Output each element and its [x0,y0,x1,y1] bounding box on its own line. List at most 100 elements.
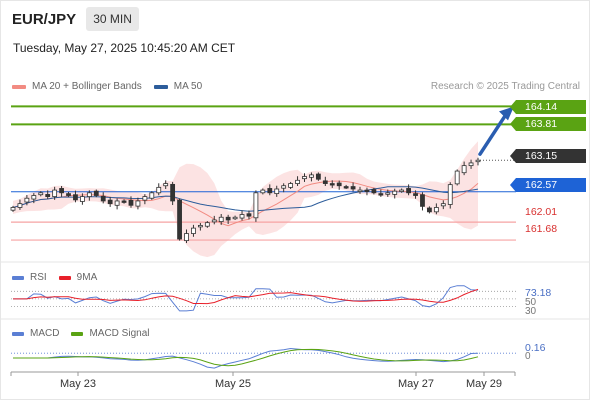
candle-up [357,189,363,192]
candle [114,198,120,210]
legend-macd[interactable]: MACD [12,328,59,339]
candle [447,182,453,209]
rsi-legend: RSI 9MA [12,272,109,283]
candle [177,198,182,241]
candle-down [100,195,106,202]
resistance-1-tag: 163.81 [510,117,586,131]
candle-up [274,188,280,195]
candle-up [253,192,259,219]
candle [246,210,252,220]
legend-ma20[interactable]: MA 20 + Bollinger Bands [12,81,142,92]
candle-up [10,207,16,211]
candle-up [142,196,148,201]
candle [170,181,176,206]
candle-down [322,180,328,184]
candle-down [93,190,99,196]
candle-down [73,194,78,201]
rsi-swatch [12,275,24,280]
candle-up [31,195,37,200]
macd-legend: MACD MACD Signal [12,328,161,339]
candle [468,159,474,169]
bollinger-band-area [13,141,478,258]
candle-up [440,203,446,207]
macd-line [13,347,479,369]
resistance-1-value: 163.81 [525,118,558,130]
pivot-value: 162.57 [525,179,558,191]
candle-up [163,183,169,187]
macd-label: MACD [30,328,60,339]
rsi-level-30: 30 [525,306,537,317]
candle [253,190,259,222]
candle [142,194,148,205]
candle-up [232,216,238,220]
chart-header: EUR/JPY 30 MIN [12,7,139,31]
candle [45,190,51,200]
legend-rsi[interactable]: RSI [12,272,47,283]
candle [274,185,280,197]
candle [357,186,363,194]
candle [86,190,92,201]
candle-up [17,203,23,208]
candle [343,184,349,189]
candle-down [315,173,321,180]
candle-up [114,200,120,206]
candle-up [454,170,460,185]
candle-down [246,213,252,217]
candle-up [191,227,196,234]
candle-up [392,190,398,195]
legend-macd-signal[interactable]: MACD Signal [71,328,149,339]
candle [427,206,432,214]
main-legend: MA 20 + Bollinger Bands MA 50 [12,81,214,92]
candle-up [24,197,30,203]
support-1-label: 162.01 [525,206,558,218]
legend-ma50[interactable]: MA 50 [153,81,202,92]
candle [93,189,99,198]
candle [315,172,321,181]
candle [440,200,446,210]
legend-9ma[interactable]: 9MA [58,272,97,283]
candle-up [184,233,189,242]
candle-down [66,193,71,196]
candle-down [170,183,176,202]
candle-down [406,188,411,194]
candle [100,192,106,204]
candle [38,191,44,197]
x-label-may23: May 23 [59,378,97,390]
candle-up [288,183,294,188]
rsi-value: 73.18 [525,287,552,299]
candle-down [343,186,349,189]
x-axis [10,371,516,376]
candle [225,214,231,225]
candle-down [413,193,418,196]
support-2-label: 161.68 [525,223,558,235]
candle [232,215,238,220]
candle [413,190,418,199]
interval-button[interactable]: 30 MIN [86,7,139,31]
candle-up [135,200,141,207]
candle [281,183,287,193]
candle [211,215,217,225]
candle [385,189,391,197]
candle-up [385,192,391,195]
macd-value: 0.16 [525,342,546,354]
macd-signal-line [13,348,479,367]
9ma-swatch [58,275,71,280]
candle [191,224,196,237]
candle-up [86,192,92,198]
candle-up [475,159,481,163]
candle [378,189,384,197]
candle [135,197,141,210]
candle-up [38,192,44,196]
last-price-value: 163.15 [525,150,558,162]
candle [184,229,189,244]
candle [10,205,16,212]
x-label-may25: May 25 [214,378,252,390]
rsi-level-50: 50 [525,297,537,308]
candle [163,180,169,189]
rsi-label: RSI [30,272,47,283]
candle [336,180,342,190]
candle [239,210,245,221]
candle-up [218,216,224,222]
bollinger-bands [13,141,478,258]
